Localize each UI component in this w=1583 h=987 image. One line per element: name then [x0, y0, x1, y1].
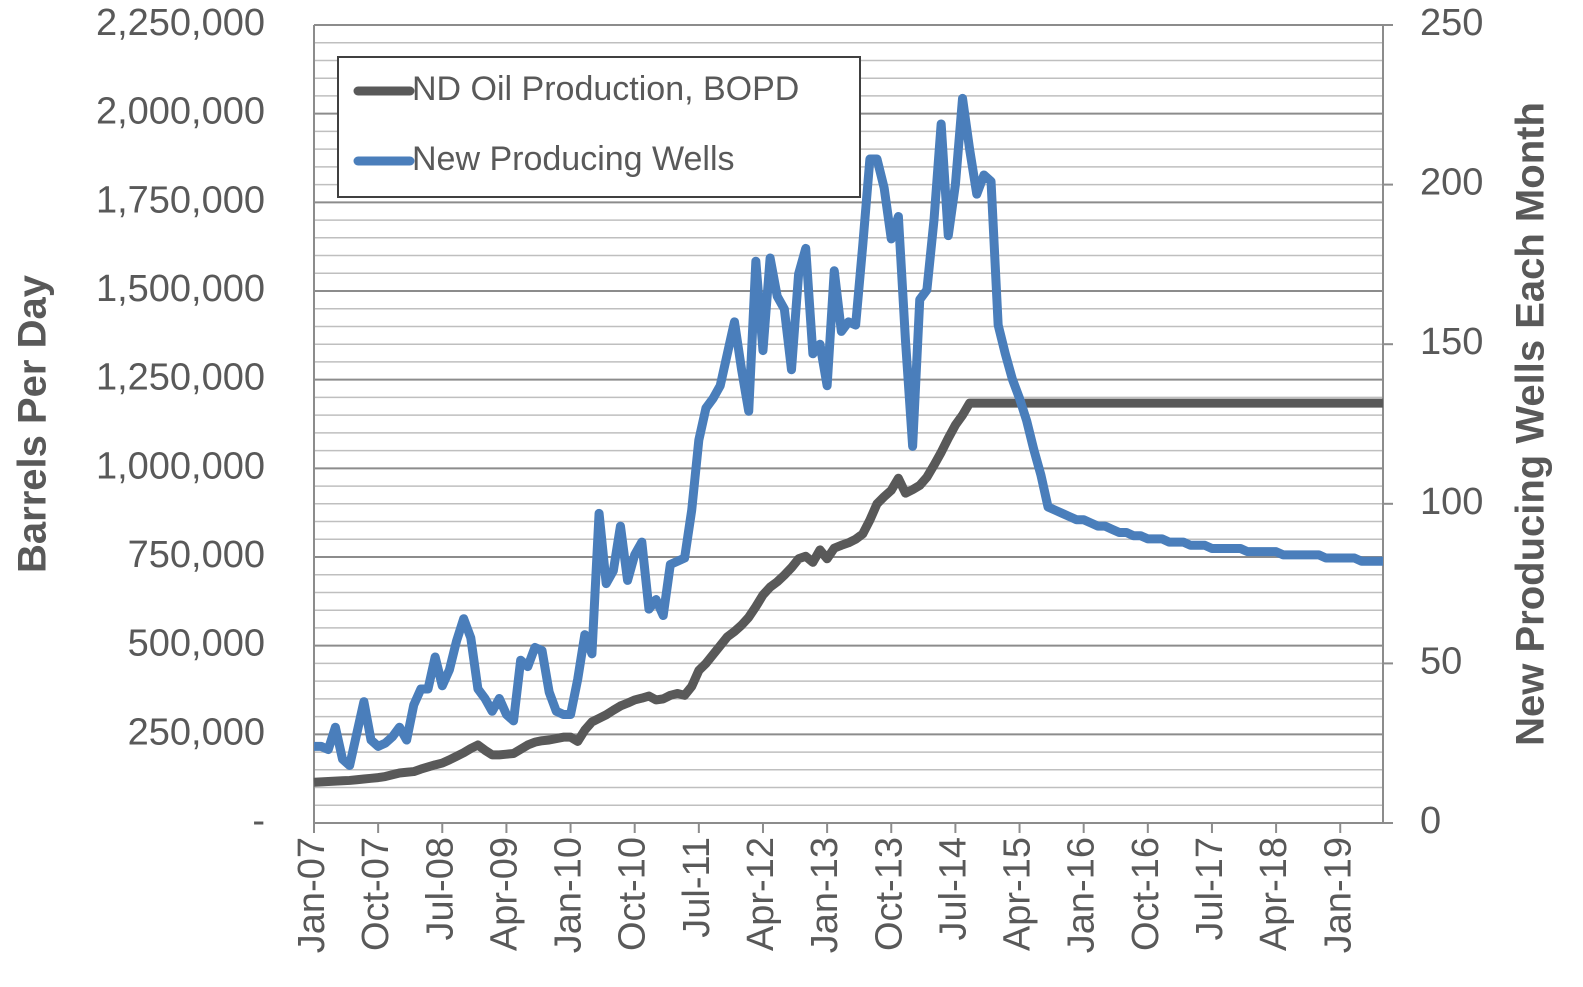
x-tick-label: Jan-07	[291, 837, 333, 953]
y-tick-label: 1,000,000	[96, 445, 265, 487]
x-tick-label: Oct-10	[612, 837, 654, 951]
x-tick-label: Jul-17	[1189, 837, 1231, 941]
x-tick-label: Jan-13	[804, 837, 846, 953]
y2-tick-label: 150	[1420, 321, 1483, 363]
y2-tick-label: 200	[1420, 162, 1483, 204]
y2-axis-title: New Producing Wells Each Month	[1509, 102, 1553, 746]
y-axis-title: Barrels Per Day	[11, 274, 55, 573]
y-tick-label: 250,000	[128, 711, 265, 753]
series-line	[314, 93, 1383, 771]
x-tick-label: Jan-16	[1061, 837, 1103, 953]
y-tick-label: 2,250,000	[96, 2, 265, 44]
x-tick-label: Apr-18	[1253, 837, 1295, 951]
y2-tick-label: 50	[1420, 640, 1462, 682]
x-tick-label: Apr-15	[997, 837, 1039, 951]
x-tick-label: Oct-13	[868, 837, 910, 951]
x-tick-label: Jul-08	[419, 837, 461, 941]
y-tick-label: -	[252, 800, 265, 842]
legend-label: ND Oil Production, BOPD	[412, 70, 799, 108]
x-tick-label: Apr-12	[740, 837, 782, 951]
x-tick-label: Jul-14	[932, 837, 974, 941]
series-line	[313, 398, 1383, 787]
x-tick-label: Jan-10	[548, 837, 590, 953]
y2-tick-label: 100	[1420, 481, 1483, 523]
y-tick-label: 500,000	[128, 623, 265, 665]
legend-label: New Producing Wells	[412, 140, 735, 178]
y-tick-label: 1,500,000	[96, 268, 265, 310]
y-tick-label: 2,000,000	[96, 91, 265, 133]
x-tick-label: Oct-16	[1125, 837, 1167, 951]
y2-tick-label: 250	[1420, 2, 1483, 44]
x-tick-label: Jul-11	[676, 837, 718, 938]
x-tick-label: Oct-07	[355, 837, 397, 951]
x-tick-label: Jan-19	[1317, 837, 1359, 953]
x-tick-label: Apr-09	[483, 837, 525, 951]
y-tick-label: 1,250,000	[96, 357, 265, 399]
legend-box	[337, 56, 861, 198]
y-tick-label: 750,000	[128, 534, 265, 576]
y-tick-label: 1,750,000	[96, 179, 265, 221]
y2-tick-label: 0	[1420, 800, 1441, 842]
